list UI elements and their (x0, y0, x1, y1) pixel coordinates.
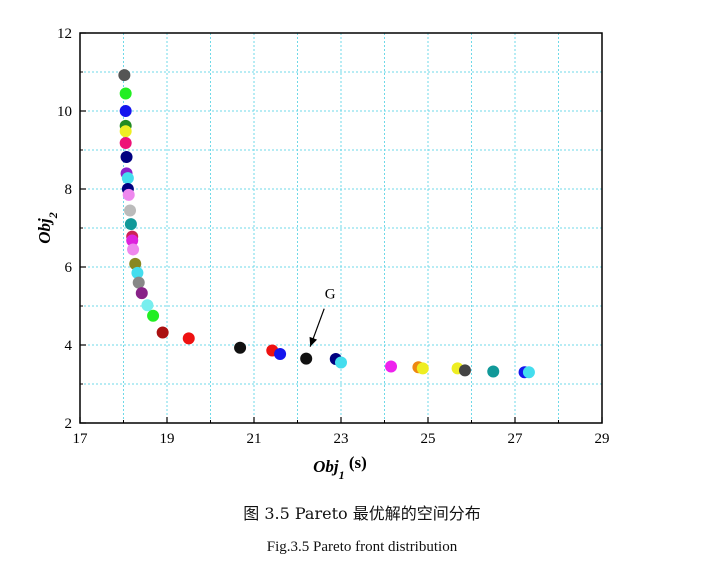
x-axis-title: Obj1 (s) (313, 453, 367, 482)
x-tick-label: 21 (247, 431, 262, 447)
annotation-arrow-head (309, 336, 318, 347)
data-point (121, 172, 134, 185)
y-axis-title: Obj2 (35, 212, 60, 244)
data-point (124, 218, 137, 231)
data-point (274, 347, 287, 360)
data-point (119, 125, 132, 138)
data-point (131, 266, 144, 279)
plot-frame (79, 32, 603, 424)
data-point (141, 299, 154, 312)
data-point (124, 204, 137, 217)
data-point (385, 360, 398, 373)
figure-caption-english: Fig.3.5 Pareto front distribution (266, 539, 458, 555)
y-tick-label: 8 (65, 182, 73, 198)
data-point (458, 364, 471, 377)
data-point (156, 326, 169, 339)
figure-caption-chinese: 图 3.5 Pareto 最优解的空间分布 (243, 504, 481, 523)
x-tick-label: 25 (421, 431, 436, 447)
y-tick-label: 12 (57, 26, 72, 42)
x-tick-label: 29 (595, 431, 610, 447)
x-tick-label: 27 (508, 431, 524, 447)
data-point (487, 365, 500, 378)
data-point (122, 188, 135, 201)
data-point (119, 105, 132, 117)
data-point (126, 234, 139, 247)
data-point (119, 136, 132, 149)
data-point (127, 243, 140, 256)
y-tick-label: 10 (57, 104, 72, 120)
data-point (118, 69, 131, 82)
data-point (147, 309, 160, 322)
data-point (234, 341, 247, 354)
y-tick-label: 2 (65, 416, 73, 432)
y-tick-label: 4 (65, 338, 73, 354)
data-point (119, 87, 132, 100)
x-tick-label: 19 (160, 431, 175, 447)
x-tick-label: 23 (334, 431, 349, 447)
annotation-g: G (309, 287, 336, 347)
data-point (300, 352, 313, 365)
data-point (120, 151, 133, 164)
data-points (118, 69, 535, 379)
annotation-label: G (325, 287, 336, 303)
y-axis-title-text: Obj2 (35, 212, 60, 244)
data-point (335, 356, 347, 369)
data-point (182, 332, 195, 345)
data-point (132, 276, 145, 289)
axis-ticks: 17 19 21 23 25 27 29 2 4 6 8 10 12 (57, 26, 610, 447)
data-point (416, 362, 429, 375)
grid-lines (80, 33, 602, 423)
data-point (135, 287, 148, 300)
data-point (129, 257, 142, 270)
x-tick-label: 17 (73, 431, 89, 447)
y-tick-label: 6 (65, 260, 73, 276)
data-point (522, 366, 535, 379)
